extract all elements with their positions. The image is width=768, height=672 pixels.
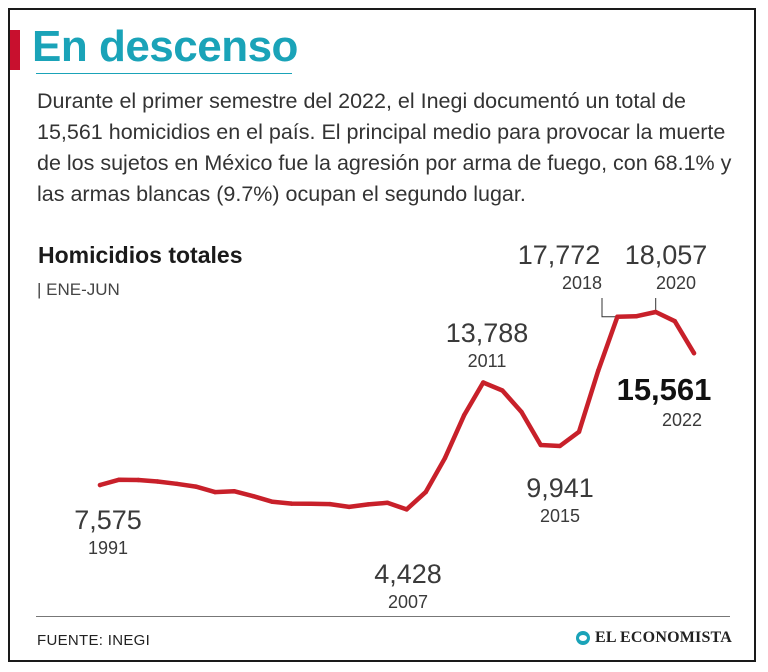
data-point-1994 — [155, 479, 160, 484]
source-label: FUENTE: INEGI — [37, 632, 151, 649]
annotation-2020-value: 18,057 — [625, 240, 708, 270]
data-point-1999 — [251, 493, 256, 499]
data-point-1992 — [116, 477, 122, 482]
annotation-2011-year: 2011 — [468, 351, 507, 371]
data-point-2019 — [634, 314, 639, 319]
data-point-2004 — [346, 504, 352, 510]
annotation-2018-value: 17,772 — [518, 240, 601, 270]
annotation-2007-value: 4,428 — [374, 559, 442, 589]
data-point-2008 — [423, 489, 428, 495]
title-accent-bar — [10, 30, 20, 70]
annotation-2015-year: 2015 — [540, 506, 580, 526]
chart-period-label: | ENE-JUN — [37, 280, 120, 299]
leader-2018 — [601, 298, 618, 318]
data-point-2005 — [366, 502, 371, 507]
title-underline — [36, 73, 292, 74]
infographic-card: En descenso Durante el primer semestre d… — [8, 8, 756, 662]
data-point-1991 — [97, 482, 103, 488]
page-title: En descenso — [32, 22, 298, 71]
data-point-2014 — [538, 442, 543, 448]
data-point-1993 — [136, 477, 141, 483]
intro-paragraph: Durante el primer semestre del 2022, el … — [37, 89, 732, 206]
annotation-2015-value: 9,941 — [526, 473, 594, 503]
annotation-1991-value: 7,575 — [74, 505, 142, 535]
data-point-1995 — [174, 481, 179, 487]
data-point-1998 — [231, 489, 237, 494]
data-point-2010 — [461, 413, 467, 418]
data-point-2021 — [672, 318, 678, 324]
data-point-2020 — [653, 309, 658, 315]
data-point-2018 — [615, 314, 620, 319]
data-point-1997 — [212, 489, 218, 495]
globe-icon — [576, 631, 590, 645]
brand-logo: EL ECONOMISTA — [576, 629, 732, 647]
data-point-2011 — [481, 380, 486, 385]
annotation-2007-year: 2007 — [388, 592, 428, 612]
data-point-2009 — [442, 456, 448, 461]
annotation-1991-year: 1991 — [88, 538, 128, 558]
annotation-2022-year: 2022 — [662, 410, 702, 430]
footer-divider — [36, 616, 730, 617]
data-point-2022 — [691, 351, 697, 356]
data-point-2017 — [595, 368, 601, 373]
brand-name: EL ECONOMISTA — [595, 629, 732, 646]
data-point-2016 — [576, 429, 582, 435]
data-point-2012 — [500, 388, 505, 393]
data-point-2002 — [308, 501, 313, 506]
data-point-2001 — [289, 501, 294, 506]
line-chart: 7,575 1991 4,428 2007 13,788 2011 9,941 … — [74, 240, 712, 612]
data-point-2015 — [557, 443, 563, 449]
data-point-2006 — [385, 500, 390, 505]
data-point-2013 — [519, 409, 524, 415]
annotation-2022-value: 15,561 — [617, 372, 712, 407]
series-line — [97, 309, 697, 512]
data-point-2000 — [270, 499, 275, 505]
data-point-1996 — [193, 484, 199, 489]
data-point-2003 — [327, 501, 333, 507]
data-point-2007 — [404, 507, 409, 512]
chart-title: Homicidios totales — [38, 242, 243, 268]
annotation-2020-year: 2020 — [656, 273, 696, 293]
annotation-2011-value: 13,788 — [446, 318, 529, 348]
annotation-2018-year: 2018 — [562, 273, 602, 293]
